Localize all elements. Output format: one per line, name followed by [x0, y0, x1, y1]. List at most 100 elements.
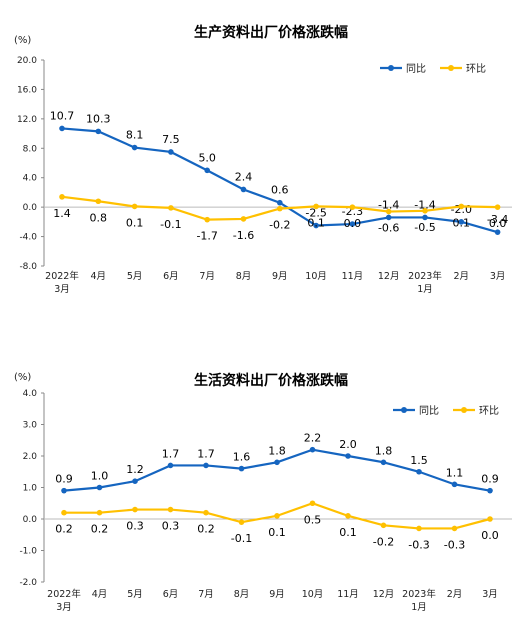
legend-label: 环比 — [466, 63, 486, 75]
x-tick-label: 5月 — [127, 271, 143, 282]
data-label: 1.4 — [53, 207, 71, 220]
data-point — [309, 446, 316, 453]
data-point — [385, 208, 392, 215]
data-label: 2.2 — [304, 432, 322, 445]
data-point — [168, 149, 174, 155]
data-label: 1.1 — [446, 466, 464, 479]
x-tick-label: 2022年 3月 — [45, 270, 79, 295]
data-point — [59, 194, 65, 200]
data-point — [240, 186, 247, 193]
x-tick-label: 7月 — [198, 589, 214, 600]
data-label: 8.1 — [126, 129, 144, 142]
data-label: -0.5 — [414, 221, 435, 234]
chart-title: 生活资料出厂价格涨跌幅 — [194, 372, 348, 389]
x-tick-label: 10月 — [302, 589, 324, 600]
data-label: 10.3 — [86, 112, 111, 125]
data-point — [451, 481, 458, 488]
data-point — [494, 229, 501, 235]
data-point — [238, 465, 245, 472]
y-tick-label: 12.0 — [17, 115, 37, 125]
data-point — [96, 509, 103, 516]
data-point — [167, 462, 174, 469]
x-tick-label: 9月 — [272, 271, 288, 282]
y-tick-label: -2.0 — [19, 578, 37, 588]
data-label: 0.2 — [55, 523, 73, 536]
data-label: 0.0 — [481, 529, 499, 542]
y-tick-label: 16.0 — [17, 85, 37, 95]
y-tick-label: 1.0 — [23, 484, 38, 494]
data-point — [238, 519, 245, 525]
data-point — [416, 468, 422, 475]
data-label: 0.6 — [271, 184, 289, 197]
data-label: 0.0 — [489, 217, 507, 230]
data-label: 0.8 — [90, 211, 108, 224]
data-label: -0.1 — [160, 218, 181, 231]
data-label: 2.0 — [339, 438, 357, 451]
legend-label: 同比 — [419, 405, 439, 417]
data-label: 1.7 — [162, 447, 180, 460]
data-point — [277, 199, 283, 206]
data-label: 1.6 — [233, 451, 251, 464]
data-label: -1.7 — [196, 230, 217, 243]
data-label: 0.5 — [304, 513, 322, 526]
data-label: 1.8 — [268, 444, 286, 457]
y-tick-label: 4.0 — [23, 389, 38, 399]
y-tick-label: 0.0 — [23, 203, 38, 213]
data-label: 0.3 — [126, 520, 144, 533]
y-unit-label: (%) — [14, 372, 31, 383]
data-point — [274, 459, 280, 466]
data-label: 0.2 — [197, 523, 215, 536]
x-tick-label: 2月 — [454, 271, 470, 282]
data-label: 5.0 — [198, 151, 216, 164]
data-point — [131, 203, 138, 210]
legend: 同比 环比 — [393, 405, 499, 417]
data-point — [95, 198, 102, 205]
data-point — [487, 487, 493, 494]
x-tick-label: 4月 — [92, 589, 108, 600]
data-label: 1.2 — [126, 463, 144, 476]
x-tick-label: 2023年 1月 — [402, 588, 436, 613]
data-label: 0.2 — [91, 523, 109, 536]
data-point — [349, 221, 356, 227]
x-tick-label: 12月 — [373, 589, 395, 600]
x-tick-label: 2022年 3月 — [47, 588, 81, 613]
data-point — [380, 522, 387, 529]
data-label: 7.5 — [162, 133, 180, 146]
data-point — [131, 144, 138, 151]
y-unit-label: (%) — [14, 35, 31, 46]
data-point — [451, 525, 458, 532]
data-point — [95, 128, 102, 135]
data-point — [203, 509, 209, 516]
chart-1: 生产资料出厂价格涨跌幅 (%) 20.0 16.0 12.0 8.0 4.0 0.0 -4.0 -… — [14, 24, 512, 295]
data-label: -2.5 — [305, 207, 326, 220]
data-point — [132, 506, 138, 513]
data-point — [59, 125, 65, 132]
data-label: -0.1 — [231, 532, 252, 545]
data-point — [458, 219, 465, 225]
data-point — [345, 453, 351, 459]
data-point — [349, 204, 356, 210]
y-tick-label: 2.0 — [23, 452, 38, 462]
data-point — [487, 516, 493, 522]
data-label: 0.1 — [126, 216, 144, 229]
data-label: 0.3 — [162, 520, 180, 533]
data-point — [380, 459, 387, 466]
legend-marker — [388, 65, 394, 71]
data-point — [204, 216, 210, 223]
chart-title: 生产资料出厂价格涨跌幅 — [194, 24, 348, 41]
data-label: 1.8 — [375, 444, 393, 457]
data-point — [422, 214, 428, 221]
data-point — [168, 205, 174, 211]
data-label: -3.4 — [487, 213, 508, 226]
data-point — [96, 484, 103, 491]
legend-marker — [461, 407, 467, 413]
data-point — [309, 500, 316, 507]
data-label: -0.2 — [373, 535, 394, 548]
data-point — [416, 525, 422, 532]
data-label: 10.7 — [50, 109, 75, 122]
data-point — [313, 222, 319, 229]
data-label: 1.7 — [197, 447, 215, 460]
data-point — [203, 462, 209, 469]
y-tick-label: -8.0 — [19, 262, 37, 272]
